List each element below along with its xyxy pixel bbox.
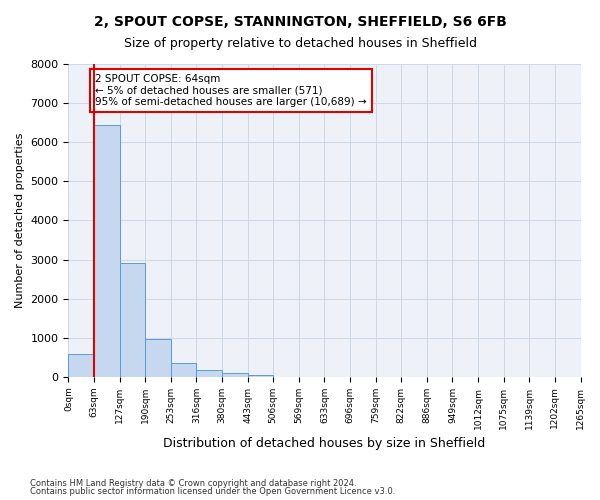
- Bar: [248, 374, 273, 377]
- Text: 2 SPOUT COPSE: 64sqm
← 5% of detached houses are smaller (571)
95% of semi-detac: 2 SPOUT COPSE: 64sqm ← 5% of detached ho…: [95, 74, 367, 107]
- X-axis label: Distribution of detached houses by size in Sheffield: Distribution of detached houses by size …: [163, 437, 485, 450]
- Bar: [94, 126, 119, 377]
- Bar: [119, 263, 145, 377]
- Bar: [68, 354, 94, 377]
- Text: Contains HM Land Registry data © Crown copyright and database right 2024.: Contains HM Land Registry data © Crown c…: [30, 478, 356, 488]
- Bar: [196, 370, 222, 377]
- Text: Size of property relative to detached houses in Sheffield: Size of property relative to detached ho…: [124, 38, 476, 51]
- Bar: [222, 374, 248, 377]
- Text: Contains public sector information licensed under the Open Government Licence v3: Contains public sector information licen…: [30, 487, 395, 496]
- Bar: [171, 362, 196, 377]
- Bar: [145, 339, 171, 377]
- Y-axis label: Number of detached properties: Number of detached properties: [15, 132, 25, 308]
- Text: 2, SPOUT COPSE, STANNINGTON, SHEFFIELD, S6 6FB: 2, SPOUT COPSE, STANNINGTON, SHEFFIELD, …: [94, 15, 506, 29]
